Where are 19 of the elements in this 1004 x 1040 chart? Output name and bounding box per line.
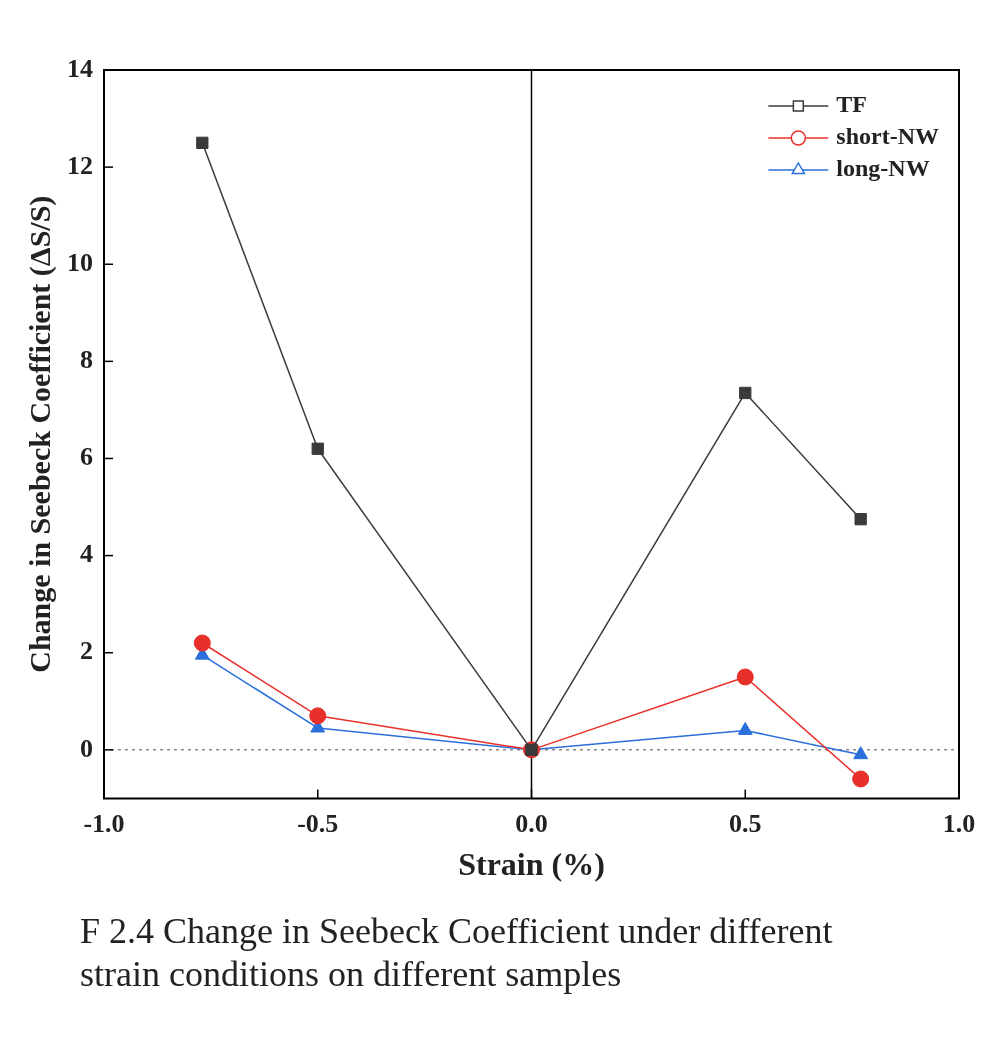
y-tick-label: 14 xyxy=(67,53,93,83)
legend-label: TF xyxy=(836,91,868,118)
y-tick-label: 10 xyxy=(67,247,93,277)
legend-label: long-NW xyxy=(836,155,930,182)
x-tick-label: -1.0 xyxy=(83,808,125,838)
text: F 2.4 Change in Seebeck Coefficient under different strain conditions on different samples xyxy=(80,910,834,997)
x-tick-label: -0.5 xyxy=(297,808,339,838)
legend-label: short-NW xyxy=(836,123,939,150)
y-tick-label: 12 xyxy=(67,150,93,180)
x-tick-label: 0.5 xyxy=(729,808,762,838)
y-axis-title: Change in Seebeck Coefficient (ΔS/S) xyxy=(22,195,57,673)
y-tick-label: 0 xyxy=(80,733,93,763)
x-tick-label: 1.0 xyxy=(942,808,976,838)
y-tick-label: 2 xyxy=(80,636,93,666)
x-tick-label: 0.0 xyxy=(515,808,548,838)
y-tick-label: 4 xyxy=(80,539,93,569)
x-axis-title: Strain (%) xyxy=(458,846,605,883)
y-tick-label: 6 xyxy=(80,442,93,472)
y-tick-label: 8 xyxy=(80,345,93,375)
